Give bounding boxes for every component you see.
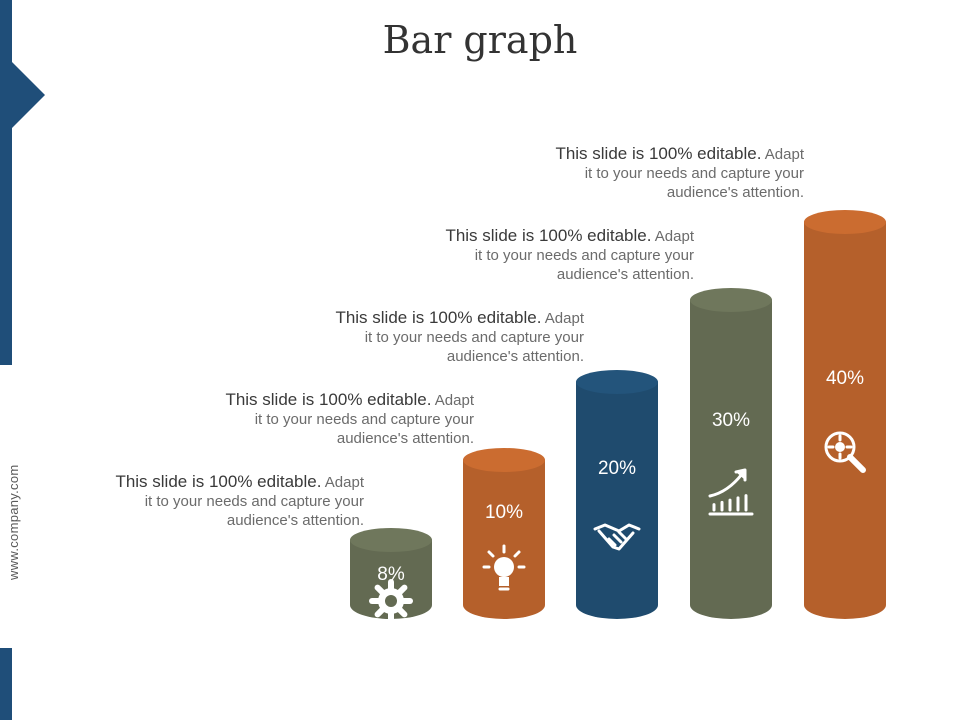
callout-lead: This slide is 100% editable. <box>335 308 542 327</box>
bar-2: 10% <box>463 448 545 619</box>
handshake-icon <box>593 523 641 551</box>
bar-top <box>804 210 886 234</box>
callout-5: This slide is 100% editable. Adapt it to… <box>504 144 804 202</box>
callout-lead: This slide is 100% editable. <box>445 226 652 245</box>
bar-3: 20% <box>576 370 658 619</box>
callout-text: Adapt <box>431 392 474 409</box>
callout-text: Adapt <box>321 474 364 491</box>
bar-value-label: 10% <box>485 502 523 523</box>
callout-text: audience's attention. <box>336 430 474 447</box>
bar-body <box>463 460 545 619</box>
callout-text: it to your needs and capture your <box>364 329 584 346</box>
bar-top <box>350 528 432 552</box>
callout-3: This slide is 100% editable. Adapt it to… <box>284 308 584 366</box>
bar-top <box>463 448 545 472</box>
bar-value-label: 30% <box>712 410 750 431</box>
left-accent-arrow <box>10 60 45 130</box>
bar-4: 30% <box>690 288 772 619</box>
callout-text: Adapt <box>541 310 584 327</box>
callout-text: it to your needs and capture your <box>254 411 474 428</box>
lightbulb-icon <box>482 544 526 591</box>
bar-value-label: 20% <box>598 458 636 479</box>
bar-value-label: 8% <box>377 564 405 585</box>
callout-text: audience's attention. <box>446 348 584 365</box>
callout-text: audience's attention. <box>666 184 804 201</box>
callout-text: audience's attention. <box>556 266 694 283</box>
left-accent-band-bottom <box>0 648 12 720</box>
callout-text: it to your needs and capture your <box>474 247 694 264</box>
left-accent-band <box>0 0 12 365</box>
bar-5: 40% <box>804 210 886 619</box>
growth-chart-icon <box>708 468 754 516</box>
bar-body <box>804 222 886 619</box>
callout-text: audience's attention. <box>226 512 364 529</box>
callout-1: This slide is 100% editable. Adapt it to… <box>64 472 364 530</box>
bar-top <box>576 370 658 394</box>
bar-body <box>576 382 658 619</box>
callout-text: Adapt <box>761 146 804 163</box>
gear-icon <box>369 579 413 623</box>
bar-top <box>690 288 772 312</box>
callout-2: This slide is 100% editable. Adapt it to… <box>174 390 474 448</box>
callout-text: it to your needs and capture your <box>144 493 364 510</box>
callout-4: This slide is 100% editable. Adapt it to… <box>394 226 694 284</box>
callout-lead: This slide is 100% editable. <box>115 472 322 491</box>
magnifier-icon <box>824 431 866 473</box>
slide-title: Bar graph <box>382 18 578 62</box>
bar-value-label: 40% <box>826 368 864 389</box>
callout-text: Adapt <box>651 228 694 245</box>
bar-body <box>690 300 772 619</box>
callout-lead: This slide is 100% editable. <box>555 144 762 163</box>
callout-text: it to your needs and capture your <box>584 165 804 182</box>
callout-lead: This slide is 100% editable. <box>225 390 432 409</box>
